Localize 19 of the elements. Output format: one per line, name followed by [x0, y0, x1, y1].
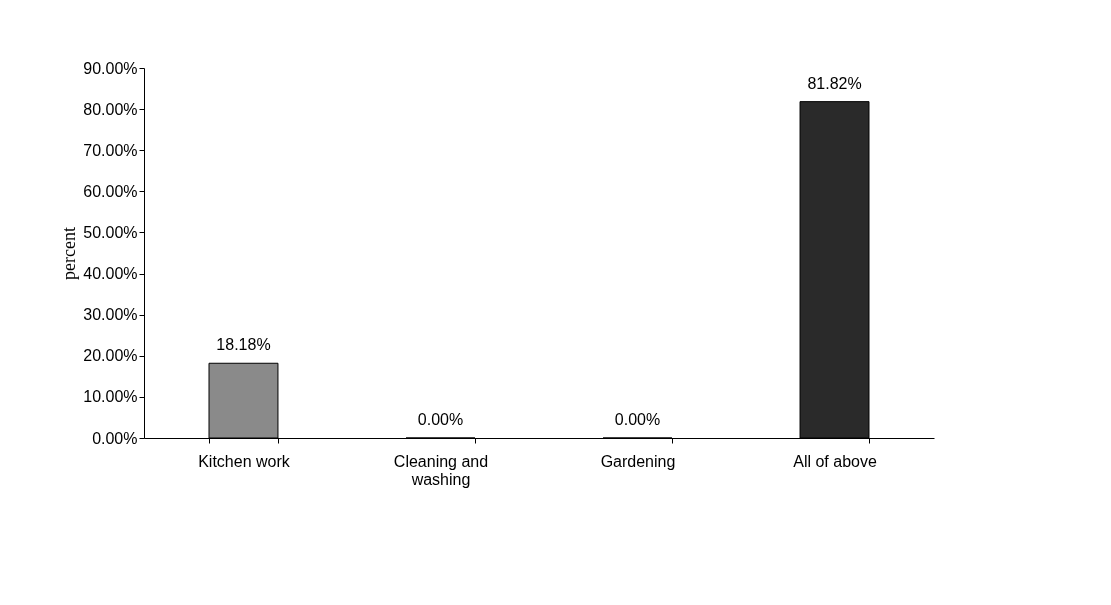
y-tick-label: 60.00%: [83, 182, 138, 200]
x-tick-label: Gardening: [600, 452, 676, 470]
data-label: 18.18%: [216, 336, 271, 354]
data-label: 81.82%: [807, 74, 862, 92]
y-tick-label: 30.00%: [83, 306, 138, 324]
x-tick-label: Kitchen work: [198, 452, 291, 470]
y-tick-label: 20.00%: [83, 347, 138, 365]
y-tick-label: 0.00%: [92, 429, 138, 447]
y-tick-label: 10.00%: [83, 388, 138, 406]
y-axis-title: percent: [59, 227, 80, 280]
x-tick-label: Cleaning and washing: [393, 452, 489, 488]
y-tick-label: 40.00%: [83, 265, 138, 283]
y-tick-label: 80.00%: [83, 100, 138, 118]
data-label: 0.00%: [614, 411, 661, 428]
data-label: 0.00%: [417, 411, 464, 428]
y-tick-label: 70.00%: [83, 141, 138, 159]
x-tick-label: All of above: [793, 452, 877, 470]
y-tick-label: 90.00%: [83, 59, 138, 77]
y-tick-label: 50.00%: [83, 223, 138, 241]
